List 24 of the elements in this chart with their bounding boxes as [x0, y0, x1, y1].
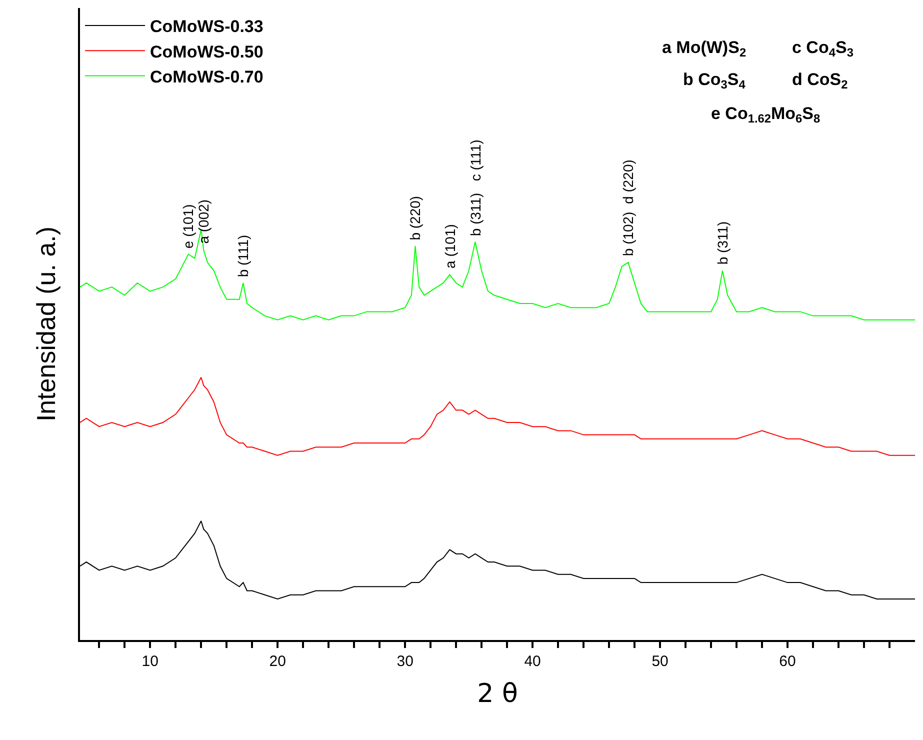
x-tick-label: 20	[269, 653, 286, 670]
text: d CoS$_{2}$	[792, 70, 848, 92]
x-tick-label: 50	[652, 653, 668, 670]
x-tick-label: 60	[779, 653, 796, 670]
annotation: b (311)	[714, 221, 730, 265]
x-tick-label: 10	[142, 653, 158, 670]
y-axis-title: Intensidad (u. a.)	[30, 226, 61, 422]
legend-label: CoMoWS-0.50	[150, 42, 264, 62]
annotation: b (111)	[235, 234, 252, 278]
legend-label: CoMoWS-0.33	[150, 17, 264, 36]
x-tick-label: 40	[524, 653, 541, 670]
annotation: b (311) c (111)	[467, 140, 484, 236]
annotation: b (102) d (220)	[620, 160, 636, 256]
text: e Co$_{1.62}$Mo$_{6}$S$_{8}$	[711, 104, 821, 126]
annotation: b (220)	[407, 196, 424, 240]
x-tick-label: 30	[396, 653, 414, 670]
text: a Mo(W)S$_{2}$	[662, 38, 746, 60]
x-axis-title: 2 θ	[477, 679, 518, 710]
annotation: e (101)	[180, 204, 196, 249]
text: b Co$_{3}$S$_{4}$	[683, 70, 746, 92]
legend-label: CoMoWS-0.70	[150, 67, 264, 86]
annotation: a (101)	[442, 224, 458, 268]
annotation: a (002)	[196, 199, 212, 244]
text: c Co$_{4}$S$_{3}$	[792, 38, 854, 60]
